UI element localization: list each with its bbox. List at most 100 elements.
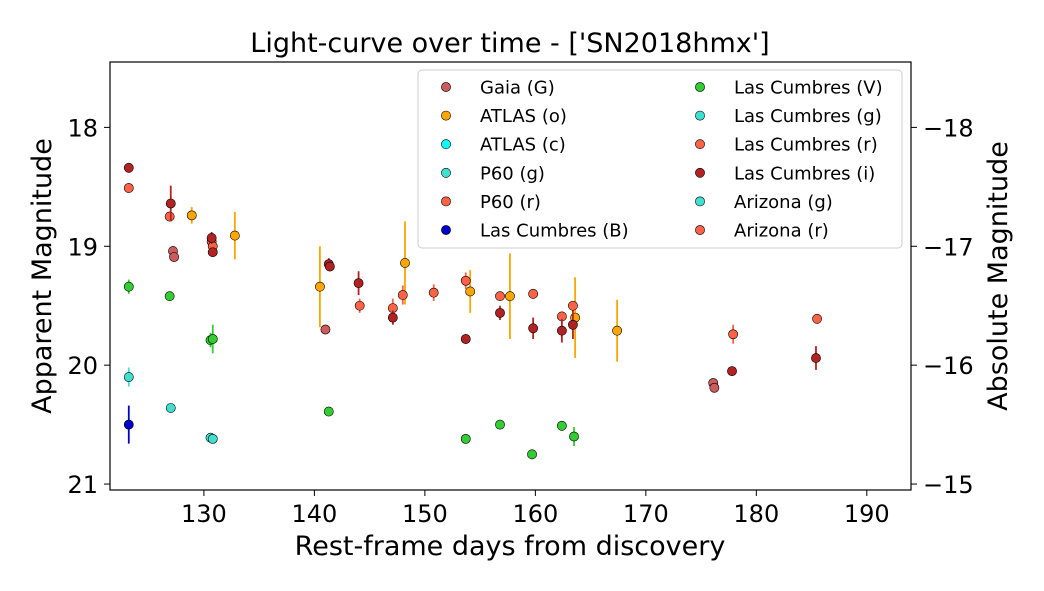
data-point <box>527 449 537 460</box>
data-point <box>568 319 578 330</box>
data-point <box>460 334 471 344</box>
legend-marker <box>695 82 705 92</box>
data-point <box>207 247 218 258</box>
x-tick-label: 140 <box>291 500 337 528</box>
y-right-tick-label: −18 <box>923 114 974 142</box>
legend-item: Las Cumbres (i) <box>695 163 875 184</box>
series-6 <box>123 279 579 460</box>
data-point <box>569 431 579 442</box>
data-point <box>164 211 175 222</box>
data-point <box>324 261 335 272</box>
data-point <box>323 406 334 417</box>
y-axis-left: 18 19 20 21 <box>67 114 110 499</box>
data-point <box>400 258 410 268</box>
legend-item: Las Cumbres (r) <box>695 135 878 156</box>
data-point <box>465 286 476 297</box>
data-points <box>123 162 822 460</box>
legend-marker <box>695 110 705 121</box>
legend-item: P60 (g) <box>441 163 545 184</box>
data-point <box>387 312 398 323</box>
data-point <box>811 353 821 363</box>
data-point <box>165 403 176 413</box>
data-point <box>528 288 539 299</box>
x-tick-label: 170 <box>623 500 669 528</box>
x-tick-label: 190 <box>844 500 890 528</box>
x-axis: 130 140 150 160 170 180 190 <box>181 490 890 528</box>
legend-item: Las Cumbres (g) <box>695 106 882 127</box>
series-7 <box>165 403 218 444</box>
data-point <box>123 162 134 173</box>
data-point <box>123 281 134 292</box>
legend-item: P60 (r) <box>441 192 541 213</box>
data-point <box>397 290 408 300</box>
y-tick-label: 18 <box>67 114 98 142</box>
x-tick-label: 150 <box>402 500 448 528</box>
y-tick-label: 21 <box>67 471 98 499</box>
series-8 <box>354 272 822 344</box>
data-point <box>207 433 218 444</box>
series-3 <box>123 367 134 387</box>
legend-label: Arizona (r) <box>734 221 829 242</box>
legend-marker <box>695 225 705 235</box>
series-9 <box>123 162 821 377</box>
data-point <box>354 300 365 311</box>
data-point <box>207 334 218 344</box>
legend-marker <box>695 167 705 178</box>
legend-label: Las Cumbres (V) <box>734 78 883 99</box>
legend-label: Las Cumbres (r) <box>734 135 878 156</box>
y-right-tick-label: −17 <box>923 233 974 261</box>
y-tick-label: 19 <box>67 233 98 261</box>
legend-item: Arizona (g) <box>695 192 833 213</box>
data-point <box>428 287 439 298</box>
data-point <box>315 281 325 292</box>
x-tick-label: 180 <box>733 500 779 528</box>
legend-item: Las Cumbres (V) <box>695 78 883 99</box>
legend-item: Arizona (r) <box>695 221 829 242</box>
data-point <box>206 233 217 243</box>
data-point <box>505 291 515 302</box>
y-axis-right-title: Absolute Magnitude <box>983 141 1014 411</box>
data-point <box>320 324 331 335</box>
data-point <box>495 307 505 318</box>
series-1 <box>186 207 623 362</box>
legend-item: ATLAS (o) <box>441 106 567 127</box>
legend-marker <box>695 139 705 150</box>
x-tick-label: 160 <box>512 500 558 528</box>
data-point <box>528 323 539 334</box>
data-point <box>556 325 567 336</box>
data-point <box>164 291 175 302</box>
legend-label: P60 (g) <box>480 163 545 184</box>
data-point <box>460 433 471 444</box>
legend-label: Gaia (G) <box>480 78 555 99</box>
data-point <box>568 300 578 311</box>
legend-label: Las Cumbres (g) <box>734 106 882 127</box>
data-point <box>123 372 134 382</box>
data-point <box>165 198 176 209</box>
y-axis-title: Apparent Magnitude <box>27 138 58 414</box>
legend-label: ATLAS (c) <box>480 135 566 156</box>
x-axis-title: Rest-frame days from discovery <box>295 531 726 562</box>
x-tick-label: 130 <box>181 500 227 528</box>
series-5 <box>123 405 134 444</box>
data-point <box>123 183 134 193</box>
legend-marker <box>441 167 451 178</box>
y-tick-label: 20 <box>67 352 98 380</box>
legend-marker <box>441 225 451 235</box>
legend-item: Gaia (G) <box>441 78 555 99</box>
data-point <box>812 313 822 324</box>
chart-title: Light-curve over time - ['SN2018hmx'] <box>250 28 769 59</box>
legend-item: Las Cumbres (B) <box>441 221 629 242</box>
legend-item: ATLAS (c) <box>441 135 566 156</box>
data-point <box>709 382 720 393</box>
legend-label: Las Cumbres (B) <box>480 221 629 242</box>
data-point <box>123 419 134 430</box>
legend-marker <box>441 110 451 121</box>
legend-marker <box>441 196 451 207</box>
legend-marker <box>695 196 705 207</box>
series-0 <box>168 246 720 393</box>
legend-frame <box>417 69 903 249</box>
legend-label: Arizona (g) <box>734 192 833 213</box>
legend: Gaia (G) ATLAS (o) ATLAS (c) P60 (g) P60 (r)… <box>417 69 903 249</box>
data-point <box>556 420 567 431</box>
